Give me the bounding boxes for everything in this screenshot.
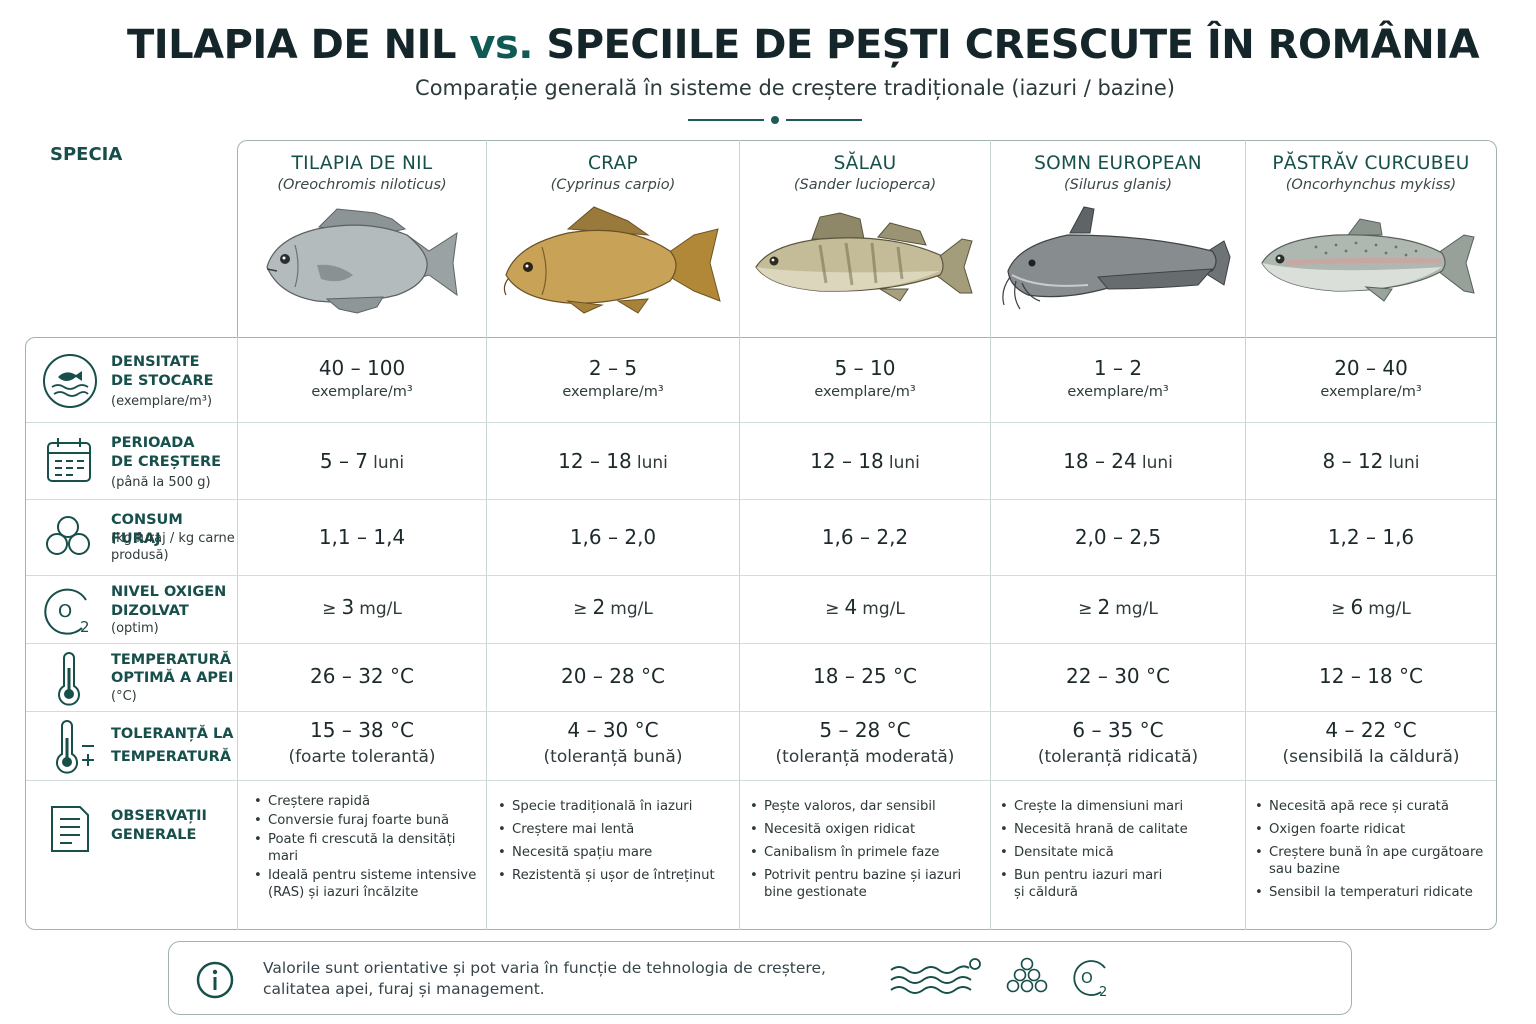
svg-text:O: O xyxy=(1081,969,1093,987)
oxygen-o2-icon: O 2 xyxy=(44,588,90,636)
species-corner-label: SPECIA xyxy=(50,144,123,165)
temp-cell-zander: 18 – 25 °C xyxy=(813,664,917,688)
feed-pellets-icon xyxy=(1006,957,1048,993)
observations-cell-catfish: Crește la dimensiuni mari Necesită hrană… xyxy=(998,798,1238,907)
species-header-frame xyxy=(237,140,1497,338)
density-cell-tilapia: 40 – 100 exemplare/m³ xyxy=(311,356,413,400)
tolerance-cell-zander: 5 – 28 °C (toleranță moderată) xyxy=(775,718,955,767)
thermometer-plus-minus-icon xyxy=(56,720,94,774)
list-item: Specie tradițională în iazuri xyxy=(496,798,732,815)
observations-cell-trout: Necesită apă rece și curată Oxigen foart… xyxy=(1253,798,1489,907)
water-waves-icon xyxy=(890,958,981,994)
temp-cell-tilapia: 26 – 32 °C xyxy=(310,664,414,688)
species-header-carp: CRAP (Cyprinus carpio) xyxy=(487,140,739,338)
species-header-catfish: SOMN EUROPEAN (Silurus glanis) xyxy=(991,140,1245,338)
oxygen-cell-tilapia: ≥ 3 mg/L xyxy=(322,595,402,619)
oxygen-cell-carp: ≥ 2 mg/L xyxy=(573,595,653,619)
carp-fish-illustration xyxy=(503,206,721,314)
list-item: Sensibil la temperaturi ridicate xyxy=(1253,884,1489,901)
feed-cell-carp: 1,6 – 2,0 xyxy=(569,525,657,549)
row-label-growth: PERIOADA DE CREȘTERE (până la 500 g) xyxy=(26,423,237,499)
list-item: Densitate mică xyxy=(998,844,1238,861)
species-header-trout: PĂSTRĂV CURCUBEU (Oncorhynchus mykiss) xyxy=(1246,140,1496,338)
tolerance-cell-carp: 4 – 30 °C (toleranță bună) xyxy=(543,718,683,767)
document-notes-icon xyxy=(51,806,89,852)
density-cell-catfish: 1 – 2 exemplare/m³ xyxy=(1067,356,1169,400)
growth-cell-zander: 12 – 18 luni xyxy=(810,449,920,473)
row-label-tolerance: TOLERANȚĂ LA TEMPERATURĂ xyxy=(26,712,237,780)
tolerance-cell-tilapia: 15 – 38 °C (foarte tolerantă) xyxy=(288,718,436,767)
list-item: Ideală pentru sisteme intensive (RAS) și… xyxy=(252,867,478,901)
observations-cell-tilapia: Creștere rapidă Conversie furaj foarte b… xyxy=(252,793,478,907)
svg-text:2: 2 xyxy=(80,618,90,636)
title-part-1: TILAPIA DE NIL xyxy=(126,22,457,68)
tolerance-cell-trout: 4 – 22 °C (sensibilă la căldură) xyxy=(1282,718,1460,767)
growth-cell-trout: 8 – 12 luni xyxy=(1322,449,1420,473)
row-label-density: DENSITATE DE STOCARE (exemplare/m³) xyxy=(26,338,237,422)
list-item: Potrivit pentru bazine și iazuri bine ge… xyxy=(748,867,984,901)
list-item: Necesită oxigen ridicat xyxy=(748,821,984,838)
feed-cell-catfish: 2,0 – 2,5 xyxy=(1074,525,1162,549)
observations-cell-carp: Specie tradițională în iazuri Creștere m… xyxy=(496,798,732,890)
list-item: Bun pentru iazuri mari și căldură xyxy=(998,867,1168,901)
svg-text:2: 2 xyxy=(1099,985,1107,1000)
oxygen-o2-icon: O 2 xyxy=(1073,960,1107,1000)
list-item: Pește valoros, dar sensibil xyxy=(748,798,984,815)
title-vs: vs. xyxy=(469,22,533,68)
feed-cell-zander: 1,6 – 2,2 xyxy=(821,525,909,549)
feed-cell-trout: 1,2 – 1,6 xyxy=(1327,525,1415,549)
list-item: Creștere mai lentă xyxy=(496,821,732,838)
growth-cell-carp: 12 – 18 luni xyxy=(558,449,668,473)
density-cell-trout: 20 – 40 exemplare/m³ xyxy=(1320,356,1422,400)
list-item: Canibalism în primele faze xyxy=(748,844,984,861)
page-subtitle: Comparație generală în sisteme de crește… xyxy=(415,76,1175,100)
density-cell-zander: 5 – 10 exemplare/m³ xyxy=(814,356,916,400)
list-item: Rezistentă și ușor de întreținut xyxy=(496,867,732,884)
list-item: Crește la dimensiuni mari xyxy=(998,798,1238,815)
list-item: Conversie furaj foarte bună xyxy=(252,812,478,829)
oxygen-cell-zander: ≥ 4 mg/L xyxy=(825,595,905,619)
page-title: TILAPIA DE NIL vs. SPECIILE DE PEȘTI CRE… xyxy=(0,22,1536,68)
trout-fish-illustration xyxy=(1261,218,1475,302)
list-item: Poate fi crescută la densități mari xyxy=(252,831,478,865)
feed-pellets-icon xyxy=(46,516,90,555)
footer-note: Valorile sunt orientative și pot varia î… xyxy=(168,941,1352,1015)
list-item: Necesită spațiu mare xyxy=(496,844,732,861)
tolerance-cell-catfish: 6 – 35 °C (toleranță ridicată) xyxy=(1037,718,1199,767)
oxygen-cell-catfish: ≥ 2 mg/L xyxy=(1078,595,1158,619)
fish-water-icon xyxy=(43,354,97,408)
row-label-observations: OBSERVAȚII GENERALE xyxy=(26,781,237,929)
temp-cell-trout: 12 – 18 °C xyxy=(1319,664,1423,688)
calendar-icon xyxy=(47,438,91,482)
thermometer-icon xyxy=(58,652,80,706)
catfish-illustration xyxy=(1002,206,1231,310)
temp-cell-carp: 20 – 28 °C xyxy=(561,664,665,688)
growth-cell-tilapia: 5 – 7 luni xyxy=(319,449,405,473)
density-cell-carp: 2 – 5 exemplare/m³ xyxy=(562,356,664,400)
species-header-tilapia: TILAPIA DE NIL (Oreochromis niloticus) xyxy=(238,140,486,338)
oxygen-cell-trout: ≥ 6 mg/L xyxy=(1331,595,1411,619)
info-icon xyxy=(196,961,234,999)
svg-text:O: O xyxy=(58,601,72,622)
list-item: Necesită apă rece și curată xyxy=(1253,798,1489,815)
temp-cell-catfish: 22 – 30 °C xyxy=(1066,664,1170,688)
tilapia-fish-illustration xyxy=(266,208,458,314)
footer-text: Valorile sunt orientative și pot varia î… xyxy=(263,959,826,998)
list-item: Creștere rapidă xyxy=(252,793,478,810)
species-header-zander: SĂLAU (Sander lucioperca) xyxy=(740,140,990,338)
list-item: Oxigen foarte ridicat xyxy=(1253,821,1489,838)
list-item: Creștere bună în ape curgătoare sau bazi… xyxy=(1253,844,1489,878)
footer-icons: O 2 xyxy=(889,956,1113,1004)
list-item: Necesită hrană de calitate xyxy=(998,821,1238,838)
comparison-table-frame xyxy=(25,337,1497,930)
row-label-feed: CONSUM FURAJ (kg furaj / kg carne produs… xyxy=(26,500,237,575)
row-label-temperature: TEMPERATURĂ OPTIMĂ A APEI (°C) xyxy=(26,644,237,711)
title-divider xyxy=(688,113,862,127)
growth-cell-catfish: 18 – 24 luni xyxy=(1063,449,1173,473)
observations-cell-zander: Pește valoros, dar sensibil Necesită oxi… xyxy=(748,798,984,907)
zander-fish-illustration xyxy=(755,212,973,302)
feed-cell-tilapia: 1,1 – 1,4 xyxy=(318,525,406,549)
row-label-oxygen: O 2 NIVEL OXIGEN DIZOLVAT (optim) xyxy=(26,576,237,643)
title-part-2: SPECIILE DE PEȘTI CRESCUTE ÎN ROMÂNIA xyxy=(546,22,1480,68)
